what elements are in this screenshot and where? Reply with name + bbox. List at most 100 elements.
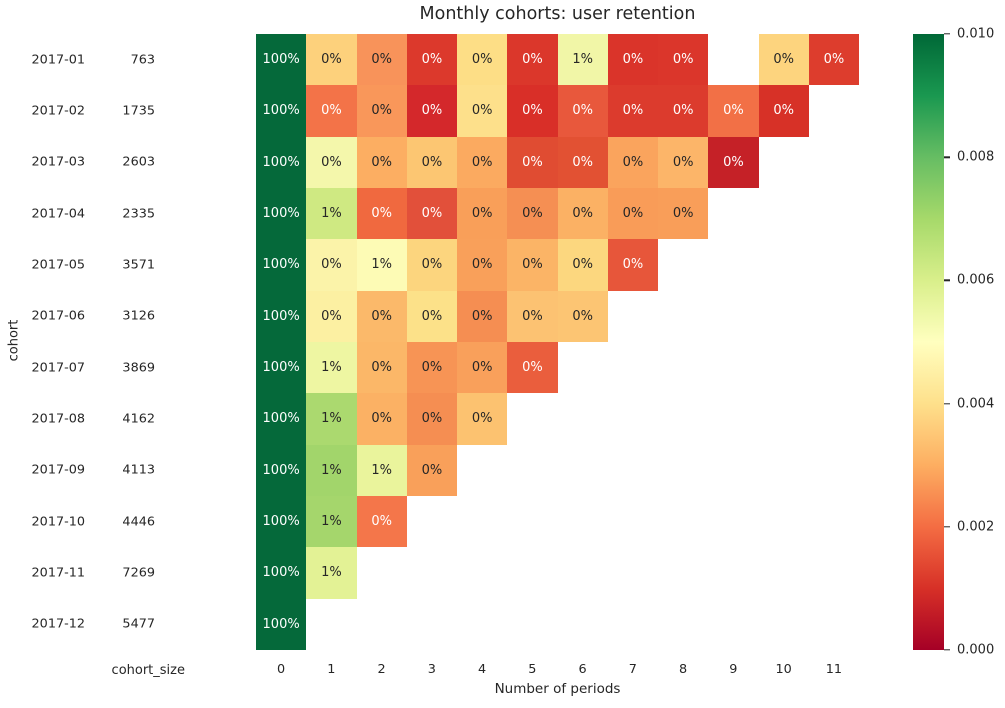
heatmap-cell-empty — [608, 599, 658, 650]
row-label: 2017-12 5477 — [0, 599, 155, 650]
heatmap-cell-empty — [457, 445, 507, 496]
row-label: 2017-10 4446 — [0, 496, 155, 547]
heatmap-cell-empty — [809, 599, 859, 650]
x-tick-label: 9 — [729, 662, 738, 677]
heatmap-cell: 1% — [306, 341, 357, 394]
x-tick-label: 11 — [825, 662, 843, 677]
heatmap-cell-empty — [809, 342, 859, 393]
cohort-label: 2017-03 — [31, 154, 85, 170]
heatmap-cell: 0% — [758, 34, 809, 86]
heatmap-cell: 1% — [557, 34, 608, 86]
colorbar-tick-label: 0.010 — [957, 26, 995, 42]
heatmap-cell-empty — [658, 599, 708, 650]
heatmap-cell-empty — [809, 547, 859, 598]
heatmap-cell: 0% — [356, 34, 407, 86]
heatmap-cell-empty — [507, 496, 557, 547]
heatmap-cell-empty — [457, 547, 507, 598]
heatmap-cell: 0% — [607, 239, 658, 291]
row-label: 2017-01 763 — [0, 34, 155, 85]
heatmap-cell-empty — [608, 393, 658, 444]
heatmap-cell: 0% — [356, 187, 407, 240]
heatmap-cell-empty — [658, 342, 708, 393]
cohort-label: 2017-04 — [31, 206, 85, 222]
heatmap-cell: 0% — [406, 290, 457, 342]
x-tick-label: 1 — [327, 662, 336, 677]
heatmap-cell-empty — [809, 239, 859, 290]
heatmap-cell: 0% — [507, 341, 558, 394]
heatmap-cell: 100% — [256, 136, 307, 188]
heatmap-cell-empty — [457, 496, 507, 547]
heatmap-cell: 100% — [256, 85, 307, 137]
cohort-size-header: cohort_size — [111, 663, 185, 678]
heatmap-cell-empty — [608, 547, 658, 598]
x-tick-labels: 0 1 2 3 4 5 6 7 8 9 10 11 — [256, 662, 859, 678]
heatmap-cell-empty — [809, 291, 859, 342]
colorbar-tick-mark — [944, 526, 950, 528]
heatmap-cell: 0% — [406, 444, 457, 496]
heatmap-cell-empty — [759, 547, 809, 598]
colorbar-tick-label: 0.000 — [957, 642, 995, 658]
row-label: 2017-11 7269 — [0, 547, 155, 598]
heatmap-cell-empty — [357, 547, 407, 598]
row-label: 2017-04 2335 — [0, 188, 155, 239]
heatmap-cell: 0% — [607, 85, 658, 137]
cohort-size-value: 3571 — [122, 257, 155, 273]
heatmap-cell: 0% — [356, 393, 407, 445]
colorbar-tick-label: 0.008 — [957, 149, 995, 165]
heatmap-cell: 100% — [256, 598, 307, 650]
cohort-label: 2017-09 — [31, 462, 85, 478]
heatmap-cell-empty — [558, 393, 608, 444]
heatmap-cell: 100% — [256, 341, 307, 394]
heatmap-cell-empty — [759, 496, 809, 547]
colorbar-tick-mark — [944, 402, 950, 405]
heatmap-cell: 0% — [557, 136, 608, 188]
colorbar-gradient — [913, 34, 944, 650]
row-label: 2017-08 4162 — [0, 393, 155, 444]
heatmap-cell: 0% — [708, 136, 759, 188]
heatmap-cell: 0% — [406, 85, 457, 137]
heatmap-cell-empty — [708, 599, 758, 650]
heatmap-cell: 0% — [507, 34, 558, 86]
heatmap-cell: 0% — [808, 34, 859, 86]
heatmap-cell: 0% — [356, 495, 407, 548]
heatmap-cell: 0% — [406, 187, 457, 240]
cohort-size-value: 1735 — [122, 103, 155, 119]
cohort-label: 2017-05 — [31, 257, 85, 273]
heatmap-cell: 0% — [557, 187, 608, 240]
heatmap-cell: 0% — [306, 290, 357, 342]
heatmap-cell-empty — [658, 291, 708, 342]
cohort-size-value: 763 — [130, 52, 155, 68]
heatmap-cell: 0% — [658, 136, 709, 188]
cohort-size-value: 3126 — [122, 308, 155, 324]
heatmap-cell: 1% — [306, 444, 357, 496]
heatmap-cell-empty — [809, 85, 859, 136]
heatmap-cell-empty — [658, 393, 708, 444]
heatmap-cell: 0% — [507, 136, 558, 188]
cohort-label: 2017-07 — [31, 360, 85, 376]
heatmap-cell-empty — [507, 599, 557, 650]
heatmap-cell: 0% — [507, 239, 558, 291]
heatmap-cell-empty — [708, 239, 758, 290]
heatmap-cell-empty — [809, 445, 859, 496]
heatmap-cell-empty — [708, 496, 758, 547]
x-tick-label: 8 — [679, 662, 688, 677]
row-label: 2017-02 1735 — [0, 85, 155, 136]
heatmap-cell: 0% — [557, 290, 608, 342]
heatmap-cell: 1% — [356, 239, 407, 291]
colorbar-tick-mark — [944, 649, 950, 651]
heatmap-cell: 0% — [658, 34, 709, 86]
heatmap-cell: 0% — [306, 136, 357, 188]
heatmap-cell: 0% — [356, 341, 407, 394]
colorbar-tick-mark — [944, 33, 950, 35]
colorbar: 0.010 0.008 0.006 0.004 0.002 0.000 — [913, 27, 994, 658]
row-label: 2017-06 3126 — [0, 291, 155, 342]
x-tick-label: 3 — [427, 662, 436, 677]
row-labels: 2017-01 763 2017-02 1735 2017-03 2603 2017-04 2… — [0, 34, 155, 650]
heatmap-cell-empty — [407, 599, 457, 650]
heatmap-cell-empty — [558, 599, 608, 650]
cohort-size-value: 3869 — [122, 360, 155, 376]
heatmap-cell: 0% — [457, 341, 508, 394]
heatmap-cell: 0% — [607, 34, 658, 86]
heatmap-cell-empty — [759, 137, 809, 188]
